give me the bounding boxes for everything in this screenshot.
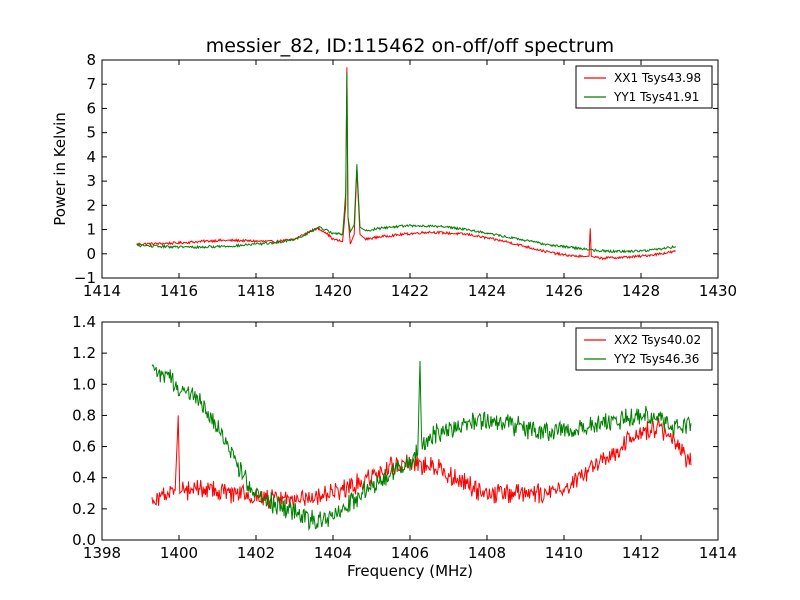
top-y-tick-label: 2	[86, 196, 96, 214]
bottom-x-tick-label: 1404	[314, 544, 352, 562]
top-y-tick-label: 4	[86, 148, 96, 166]
bottom-x-tick-label: 1412	[622, 544, 660, 562]
bottom-legend-box	[575, 327, 713, 371]
bottom-y-tick-label: 1.4	[72, 313, 96, 331]
top-legend-label-yy: YY1 Tsys41.91	[613, 90, 699, 104]
top-y-tick-label: 5	[86, 124, 96, 142]
top-y-tick-label: 0	[86, 245, 96, 263]
bottom-y-tick-label: 0.4	[72, 469, 96, 487]
top-x-tick-label: 1422	[391, 282, 429, 300]
y-axis-label-top: Power in Kelvin	[51, 112, 69, 226]
bottom-legend-label-xx: XX2 Tsys40.02	[614, 333, 701, 347]
bottom-y-tick-label: 0.2	[72, 500, 96, 518]
bottom-series-line-xx	[151, 415, 692, 509]
top-x-tick-label: 1426	[545, 282, 583, 300]
top-series-line-xx	[136, 67, 677, 261]
top-y-tick-label: 8	[86, 51, 96, 69]
bottom-x-tick-label: 1408	[468, 544, 506, 562]
bottom-x-tick-label: 1402	[237, 544, 275, 562]
top-series-line-yy	[136, 72, 677, 254]
bottom-y-tick-label: 1.2	[72, 344, 96, 362]
top-y-tick-label: 1	[86, 221, 96, 239]
top-x-tick-label: 1430	[699, 282, 737, 300]
top-legend: XX1 Tsys43.98 YY1 Tsys41.91	[575, 65, 713, 109]
top-x-tick-label: 1420	[314, 282, 352, 300]
bottom-y-tick-label: 0.8	[72, 406, 96, 424]
top-x-tick-label: 1414	[83, 282, 121, 300]
bottom-x-tick-label: 1410	[545, 544, 583, 562]
top-x-tick-label: 1428	[622, 282, 660, 300]
top-y-tick-label: 6	[86, 99, 96, 117]
bottom-y-tick-label: 0.0	[72, 531, 96, 549]
bottom-y-tick-label: 1.0	[72, 375, 96, 393]
bottom-legend-label-yy: YY2 Tsys46.36	[613, 352, 699, 366]
top-spectrum-plot: 1414 1416 1418 1420 1422 1424 1426 1428 1430−101…	[74, 51, 737, 300]
figure-title: messier_82, ID:115462 on-off/off spectru…	[206, 35, 614, 57]
bottom-x-tick-label: 1406	[391, 544, 429, 562]
top-y-tick-label: 3	[86, 172, 96, 190]
top-x-tick-label: 1424	[468, 282, 506, 300]
bottom-y-tick-label: 0.6	[72, 438, 96, 456]
top-legend-box	[575, 65, 713, 109]
bottom-x-tick-label: 1414	[699, 544, 737, 562]
bottom-series-line-yy	[151, 360, 692, 532]
top-x-tick-label: 1418	[237, 282, 275, 300]
bottom-legend: XX2 Tsys40.02 YY2 Tsys46.36	[575, 327, 713, 371]
bottom-x-tick-label: 1398	[83, 544, 121, 562]
x-axis-label-bottom: Frequency (MHz)	[347, 562, 473, 580]
bottom-spectrum-plot: 1398 1400 1402 1404 1406 1408 1410 1412 1414 0.0 0…	[72, 313, 737, 562]
top-y-tick-label: 7	[86, 75, 96, 93]
top-y-tick-label: −1	[74, 269, 96, 287]
bottom-x-tick-label: 1400	[160, 544, 198, 562]
top-x-tick-label: 1416	[160, 282, 198, 300]
top-legend-label-xx: XX1 Tsys43.98	[614, 71, 701, 85]
